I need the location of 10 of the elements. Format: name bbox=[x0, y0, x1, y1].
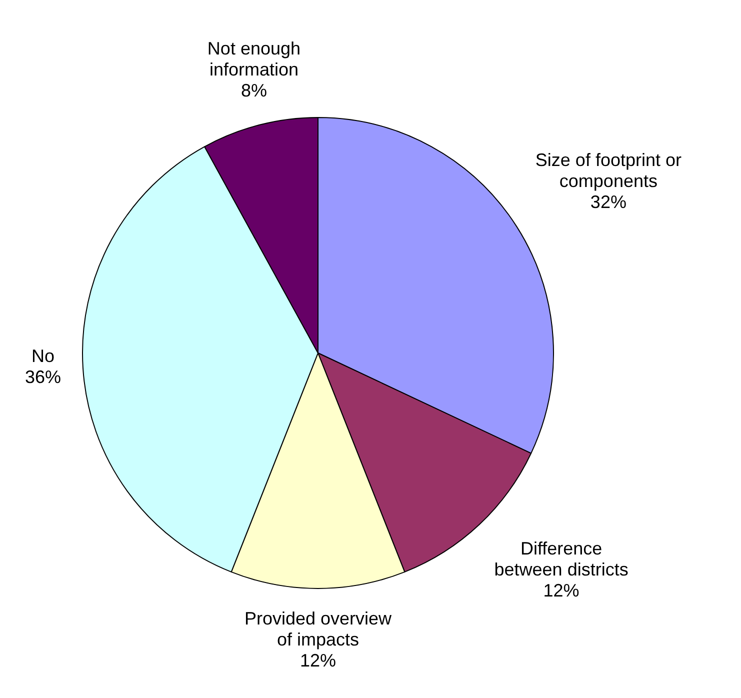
slice-label: Size of footprint or components bbox=[535, 150, 682, 191]
slice-label: Difference between districts bbox=[494, 538, 628, 580]
slice-label: Provided overview of impacts bbox=[244, 608, 393, 650]
slice-label: Not enough information bbox=[207, 38, 300, 80]
data-label: 32% bbox=[590, 192, 626, 212]
data-label: 12% bbox=[543, 580, 580, 601]
data-label: 12% bbox=[300, 650, 336, 670]
slice-label: No bbox=[31, 346, 55, 366]
data-label: 36% bbox=[24, 367, 62, 388]
data-label: 8% bbox=[240, 80, 267, 101]
